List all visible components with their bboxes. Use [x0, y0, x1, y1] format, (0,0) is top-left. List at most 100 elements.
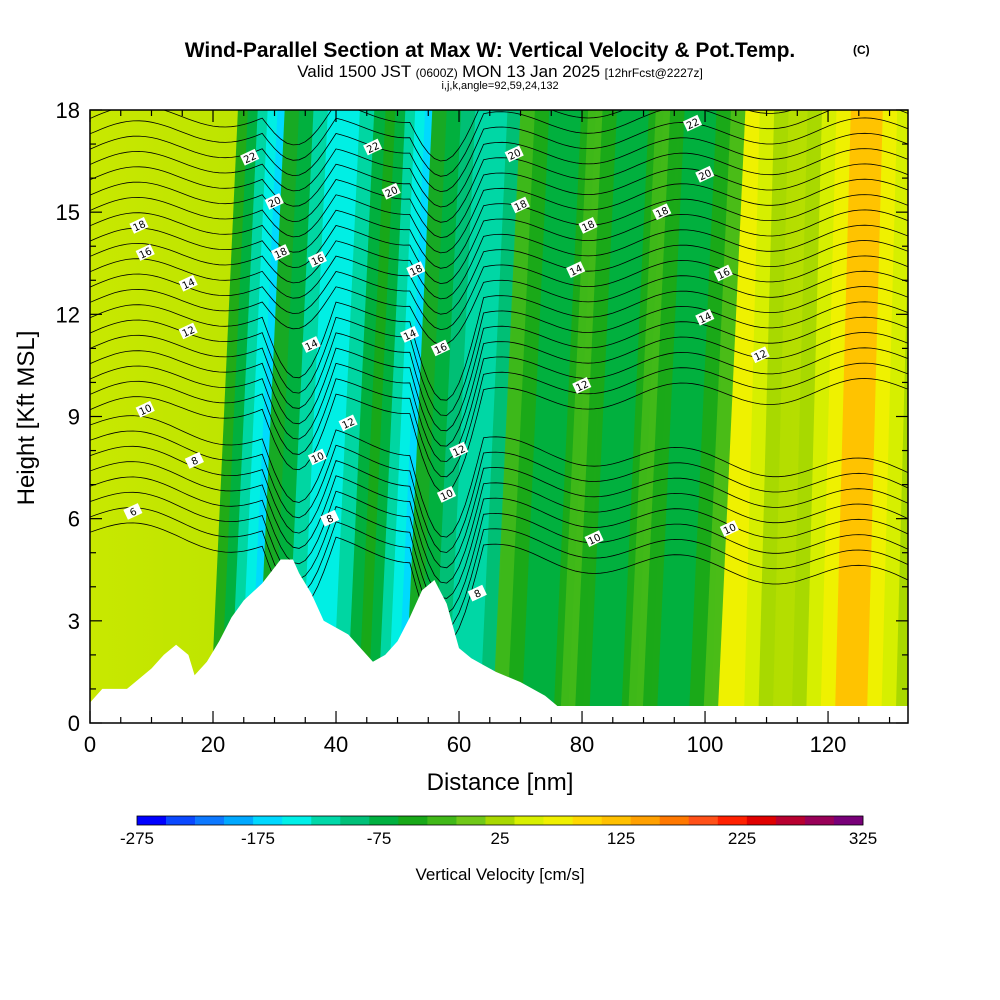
isentrope-label: 10: [584, 530, 604, 548]
colorbar: [136, 815, 864, 826]
isentrope-line: [90, 378, 908, 493]
isentrope-label-text: 12: [574, 379, 590, 394]
colorbar-swatch: [166, 816, 196, 825]
colorbar-swatch: [311, 816, 341, 825]
isentrope-label-text: 12: [451, 444, 467, 459]
x-axis-label: Distance [nm]: [427, 769, 574, 796]
isentrope-line: [90, 430, 908, 553]
y-tick-label: 18: [56, 98, 80, 123]
y-tick-label: 6: [68, 507, 80, 532]
isentrope-label: 12: [338, 414, 358, 432]
isentrope-label-text: 8: [473, 588, 483, 601]
isentrope-line: [90, 178, 908, 254]
y-tick-label: 15: [56, 200, 80, 225]
colorbar-swatch: [195, 816, 225, 825]
isentrope-label: 20: [695, 165, 715, 183]
isentrope-label-text: 10: [310, 451, 326, 466]
isentrope-line: [90, 209, 908, 285]
colorbar-tick-label: -75: [367, 829, 392, 848]
isentrope-label-text: 6: [128, 506, 138, 519]
isentrope-label-text: 20: [697, 168, 713, 183]
x-tick-label: 80: [570, 732, 594, 757]
colorbar-tick-label: -175: [241, 829, 275, 848]
isentrope-line: [90, 476, 908, 599]
isentrope-line: [90, 415, 908, 538]
colorbar-swatch: [630, 816, 661, 825]
x-tick-label: 60: [447, 732, 471, 757]
isentrope-label-text: 20: [507, 148, 523, 163]
colorbar-swatch: [746, 816, 777, 825]
isentrope-label-text: 14: [568, 263, 584, 278]
isentrope-label: 12: [572, 376, 592, 394]
isentrope-label-text: 12: [181, 325, 197, 340]
isentrope-label-text: 10: [138, 403, 154, 418]
isentrope-line: [90, 132, 908, 208]
isentrope-line: [90, 445, 908, 569]
isentrope-label: 10: [135, 400, 155, 418]
isentrope-lines: [90, 110, 908, 645]
forecast-label: [12hrFcst@2227z]: [605, 66, 703, 80]
colorbar-swatch: [340, 816, 370, 825]
isentrope-label: 14: [178, 274, 198, 292]
plot-area: 6 8 8 8 10 10 10 10 10 12 12 12 12 12 14 14 14 14 14 16 16 16…: [90, 110, 908, 723]
valid-time-label: Valid 1500 JST: [297, 62, 411, 81]
velocity-bands: [209, 110, 908, 723]
colorbar-tick-label: 125: [607, 829, 635, 848]
isentrope-label: 16: [135, 244, 155, 262]
isentrope-label-text: 10: [722, 522, 738, 537]
isentrope-label: 14: [566, 261, 586, 279]
chart-title-tag: (C): [853, 43, 870, 57]
velocity-band: [834, 110, 883, 723]
colorbar-swatch: [543, 816, 573, 825]
colorbar-swatch: [804, 816, 835, 825]
colorbar-tick-label: 25: [491, 829, 510, 848]
isentrope-label-text: 20: [384, 185, 400, 200]
isentrope-label: 18: [406, 261, 426, 279]
date-label: MON 13 Jan 2025: [462, 62, 600, 81]
velocity-band: [447, 110, 508, 723]
isentrope-label-text: 14: [402, 328, 418, 343]
isentrope-label-text: 14: [697, 311, 713, 326]
y-axis-ticks: 0 3 6 9 12 15 18: [56, 98, 908, 736]
isentrope-label-text: 20: [267, 195, 283, 210]
isentrope-line: [90, 316, 908, 432]
isentrope-label: 18: [510, 196, 530, 214]
isentrope-label-text: 18: [581, 219, 597, 234]
isentrope-label-text: 8: [190, 455, 200, 468]
isentrope-label: 8: [467, 584, 487, 602]
isentrope-label-text: 22: [685, 117, 701, 132]
isentrope-label-text: 18: [132, 219, 148, 234]
isentrope-line: [90, 117, 908, 193]
isentrope-label-text: 16: [433, 342, 449, 357]
isentrope-label: 20: [504, 145, 524, 163]
isentrope-label-text: 12: [341, 417, 357, 432]
colorbar-swatch: [775, 816, 806, 825]
chart-title: Wind-Parallel Section at Max W: Vertical…: [185, 39, 796, 62]
colorbar-swatch: [456, 816, 486, 825]
isentrope-label: 12: [449, 441, 469, 459]
isentrope-label: 16: [430, 339, 450, 357]
x-tick-label: 20: [201, 732, 225, 757]
velocity-band: [521, 110, 582, 723]
colorbar-frame: [136, 815, 864, 826]
velocity-band: [588, 110, 649, 723]
isentrope-label: 10: [436, 485, 457, 503]
isentrope-line: [90, 347, 908, 462]
colorbar-tick-label: 225: [728, 829, 756, 848]
isentrope-label: 12: [178, 322, 198, 340]
colorbar-tick-label: 325: [849, 829, 877, 848]
isentrope-label: 8: [184, 451, 204, 469]
x-tick-label: 40: [324, 732, 348, 757]
colorbar-swatch: [485, 816, 515, 825]
isentrope-label-text: 22: [365, 141, 381, 156]
isentrope-line: [90, 194, 908, 269]
isentrope-label-text: 12: [753, 348, 769, 363]
colorbar-swatch: [253, 816, 283, 825]
isentrope-line: [90, 507, 908, 630]
isentrope-line: [90, 270, 908, 346]
isentrope-label: 16: [713, 264, 733, 282]
terrain-mask: [90, 559, 908, 723]
colorbar-swatch: [717, 816, 748, 825]
isentrope-label-text: 16: [716, 267, 732, 282]
isentrope-label-text: 10: [439, 488, 455, 503]
